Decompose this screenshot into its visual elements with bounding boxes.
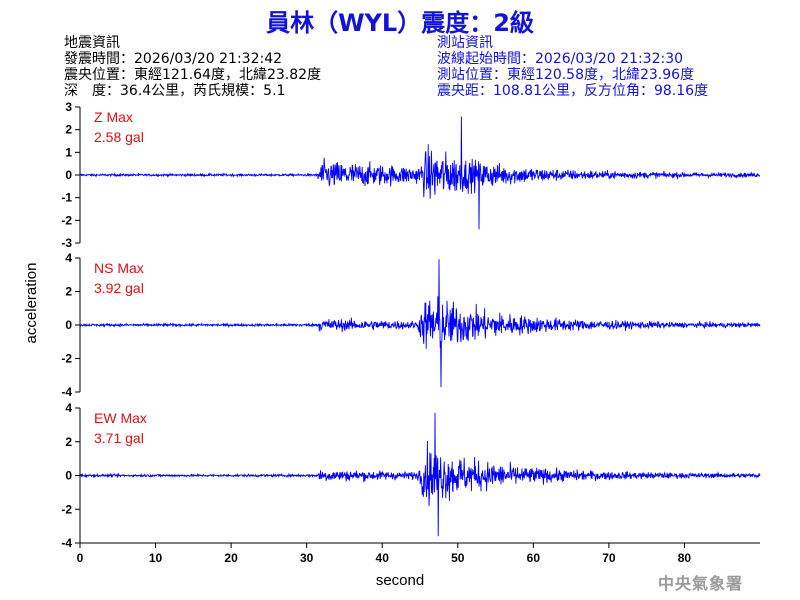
y-tick-label: -4 bbox=[61, 536, 72, 550]
panel-max-value: 3.92 gal bbox=[94, 280, 144, 296]
x-tick-label: 40 bbox=[376, 551, 390, 565]
panel-max-name: EW Max bbox=[94, 410, 147, 426]
y-tick-label: 0 bbox=[65, 469, 72, 483]
y-tick-label: 0 bbox=[65, 168, 72, 182]
y-tick-label: -3 bbox=[61, 236, 72, 250]
panel-max-value: 3.71 gal bbox=[94, 430, 144, 446]
x-tick-label: 30 bbox=[300, 551, 314, 565]
x-tick-label: 60 bbox=[527, 551, 541, 565]
x-tick-label: 50 bbox=[451, 551, 465, 565]
panel-max-value: 2.58 gal bbox=[94, 129, 144, 145]
x-tick-label: 80 bbox=[678, 551, 692, 565]
x-tick-label: 0 bbox=[77, 551, 84, 565]
y-tick-label: -2 bbox=[61, 352, 72, 366]
y-tick-label: 2 bbox=[65, 123, 72, 137]
y-tick-label: -1 bbox=[61, 191, 72, 205]
y-tick-label: 1 bbox=[65, 145, 72, 159]
distance-azimuth-text: 震央距：108.81公里，反方位角：98.16度 bbox=[437, 83, 709, 99]
y-tick-label: 0 bbox=[65, 318, 72, 332]
agency-watermark: 中央氣象署 bbox=[658, 574, 744, 593]
y-tick-label: -4 bbox=[61, 385, 72, 399]
earthquake-info-block: 地震資訊 發震時間：2026/03/20 21:32:42 震央位置：東經121… bbox=[64, 35, 321, 99]
x-axis-label: second bbox=[376, 572, 424, 589]
x-tick-label: 70 bbox=[602, 551, 616, 565]
earthquake-info-heading: 地震資訊 bbox=[64, 35, 120, 51]
y-tick-label: 3 bbox=[65, 100, 72, 114]
wave-start-text: 波線起始時間：2026/03/20 21:32:30 bbox=[437, 51, 684, 67]
y-axis-label: acceleration bbox=[23, 263, 40, 344]
trace-line-ew bbox=[79, 412, 761, 537]
panel-max-name: NS Max bbox=[94, 260, 144, 276]
trace-line-ns bbox=[79, 259, 761, 388]
chart-title: 員林（WYL）震度：2級 bbox=[266, 9, 534, 37]
epicenter-text: 震央位置：東經121.64度，北緯23.82度 bbox=[64, 67, 322, 83]
y-tick-label: 4 bbox=[65, 401, 72, 415]
y-tick-label: 4 bbox=[65, 251, 72, 265]
panel-max-name: Z Max bbox=[94, 109, 133, 125]
depth-magnitude-text: 深 度：36.4公里，芮氏規模：5.1 bbox=[64, 83, 286, 99]
y-tick-label: -2 bbox=[61, 213, 72, 227]
station-info-block: 測站資訊 波線起始時間：2026/03/20 21:32:30 測站位置：東經1… bbox=[437, 35, 708, 99]
x-tick-label: 10 bbox=[149, 551, 163, 565]
y-tick-label: 2 bbox=[65, 285, 72, 299]
y-tick-label: 2 bbox=[65, 435, 72, 449]
x-tick-label: 20 bbox=[224, 551, 238, 565]
y-tick-label: -2 bbox=[61, 502, 72, 516]
station-info-heading: 測站資訊 bbox=[437, 35, 493, 51]
origin-time-text: 發震時間：2026/03/20 21:32:42 bbox=[64, 51, 283, 67]
station-location-text: 測站位置：東經120.58度，北緯23.96度 bbox=[437, 67, 695, 83]
trace-line-z bbox=[79, 116, 761, 230]
